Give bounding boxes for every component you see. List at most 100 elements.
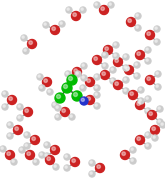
Circle shape — [50, 146, 60, 154]
Circle shape — [53, 103, 55, 105]
Circle shape — [95, 75, 97, 77]
Circle shape — [137, 102, 140, 105]
Circle shape — [7, 122, 13, 128]
Circle shape — [56, 94, 61, 98]
Circle shape — [73, 92, 78, 97]
Circle shape — [26, 150, 34, 160]
Circle shape — [126, 67, 130, 70]
Circle shape — [44, 142, 50, 148]
Circle shape — [152, 127, 155, 130]
Circle shape — [135, 50, 145, 60]
Circle shape — [115, 59, 118, 62]
Circle shape — [14, 125, 22, 135]
Circle shape — [122, 152, 125, 155]
Circle shape — [136, 14, 138, 16]
Circle shape — [153, 136, 155, 138]
Circle shape — [38, 75, 40, 77]
Circle shape — [101, 7, 104, 10]
Circle shape — [56, 106, 58, 108]
Circle shape — [136, 26, 138, 28]
Circle shape — [54, 165, 56, 167]
Circle shape — [108, 2, 114, 8]
Circle shape — [146, 97, 148, 99]
Circle shape — [135, 63, 137, 65]
Circle shape — [37, 74, 43, 80]
Circle shape — [18, 105, 20, 107]
Circle shape — [114, 57, 122, 67]
Circle shape — [24, 132, 30, 138]
Circle shape — [25, 144, 27, 146]
Circle shape — [7, 95, 16, 105]
Circle shape — [48, 90, 50, 92]
Circle shape — [123, 65, 129, 71]
Circle shape — [71, 12, 81, 20]
Circle shape — [85, 77, 95, 87]
Circle shape — [50, 26, 60, 35]
Circle shape — [99, 5, 109, 15]
Circle shape — [52, 102, 58, 108]
Circle shape — [1, 147, 3, 149]
Circle shape — [67, 8, 69, 10]
Circle shape — [89, 171, 95, 177]
Circle shape — [74, 69, 77, 72]
Circle shape — [64, 154, 70, 160]
Circle shape — [145, 58, 151, 64]
Circle shape — [146, 133, 148, 135]
Circle shape — [135, 136, 145, 145]
Circle shape — [44, 79, 48, 82]
Circle shape — [145, 96, 151, 102]
Circle shape — [137, 52, 140, 55]
Circle shape — [130, 147, 136, 153]
Circle shape — [95, 93, 97, 95]
Circle shape — [52, 147, 55, 150]
Circle shape — [81, 98, 84, 101]
Circle shape — [94, 92, 100, 98]
Circle shape — [85, 95, 95, 105]
Circle shape — [64, 84, 67, 88]
Circle shape — [55, 93, 65, 103]
Circle shape — [2, 104, 8, 110]
Circle shape — [90, 161, 92, 163]
Circle shape — [72, 159, 75, 163]
Circle shape — [81, 86, 83, 88]
Circle shape — [150, 125, 160, 135]
Circle shape — [158, 120, 160, 122]
Circle shape — [111, 68, 113, 70]
Circle shape — [135, 13, 141, 19]
Circle shape — [127, 18, 135, 26]
Circle shape — [72, 91, 82, 101]
Circle shape — [65, 166, 67, 168]
Circle shape — [61, 108, 69, 116]
Circle shape — [135, 74, 137, 76]
Circle shape — [130, 92, 133, 95]
Circle shape — [75, 71, 81, 77]
Circle shape — [125, 66, 133, 74]
Circle shape — [44, 153, 50, 159]
Circle shape — [39, 85, 45, 91]
Circle shape — [152, 135, 158, 141]
Circle shape — [59, 21, 65, 27]
Circle shape — [94, 103, 100, 109]
Circle shape — [22, 36, 24, 38]
Circle shape — [124, 78, 126, 80]
Circle shape — [95, 104, 97, 106]
Circle shape — [146, 30, 154, 40]
Circle shape — [25, 109, 28, 112]
Circle shape — [27, 152, 31, 155]
Circle shape — [94, 74, 100, 80]
Circle shape — [8, 123, 10, 125]
Circle shape — [131, 159, 133, 161]
Circle shape — [137, 137, 140, 140]
Circle shape — [72, 67, 82, 77]
Circle shape — [81, 8, 83, 10]
Circle shape — [7, 152, 10, 155]
Circle shape — [160, 122, 165, 128]
Circle shape — [80, 97, 88, 105]
Circle shape — [147, 77, 150, 81]
Circle shape — [56, 115, 58, 117]
Circle shape — [65, 155, 67, 157]
Circle shape — [157, 119, 163, 125]
Circle shape — [146, 75, 154, 84]
Circle shape — [62, 83, 72, 93]
Circle shape — [9, 97, 12, 100]
